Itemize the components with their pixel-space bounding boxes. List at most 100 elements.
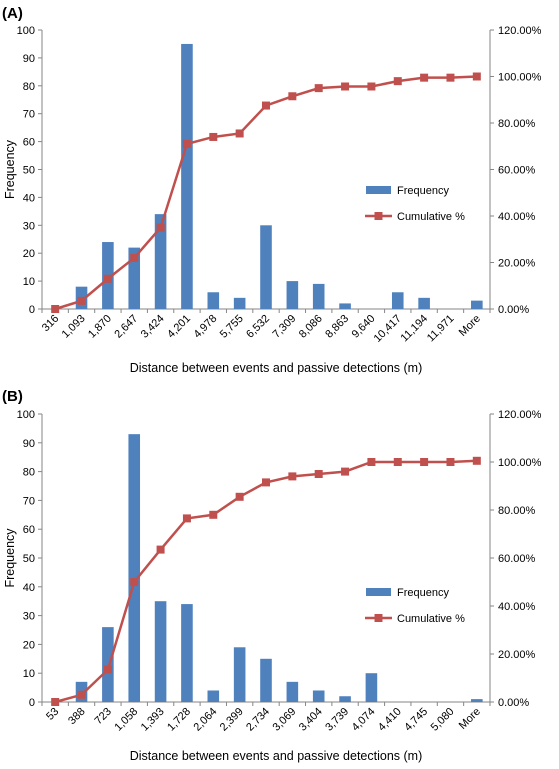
x-tick-label: 5,080 (429, 706, 457, 734)
y2-tick-label: 40.00% (498, 601, 536, 613)
frequency-bar (339, 303, 351, 309)
legend-marker-cumulative (374, 212, 383, 220)
y-tick-label: 20 (23, 248, 35, 260)
cumulative-marker (77, 690, 86, 699)
frequency-bar (260, 225, 272, 309)
x-tick-label: 8,863 (323, 313, 351, 341)
y-tick-label: 80 (23, 467, 35, 479)
frequency-bar (181, 43, 193, 309)
frequency-bar (207, 292, 220, 309)
frequency-bar (260, 658, 272, 702)
cumulative-marker (420, 458, 429, 466)
cumulative-marker (77, 296, 86, 305)
x-tick-label: 4,410 (376, 706, 404, 734)
legend-label-cumulative: Cumulative % (397, 613, 465, 625)
frequency-bar (471, 699, 483, 702)
legend-marker-cumulative (374, 614, 383, 622)
legend-label-cumulative: Cumulative % (397, 211, 465, 223)
cumulative-marker (130, 253, 139, 262)
cumulative-marker (103, 665, 112, 674)
frequency-bar (128, 434, 141, 702)
x-tick-label: 2,064 (191, 706, 219, 734)
legend-label-frequency: Frequency (397, 185, 449, 197)
x-tick-label: 3,404 (297, 706, 325, 734)
frequency-bar (312, 283, 325, 309)
y-tick-label: 30 (23, 611, 35, 623)
x-tick-label: 5,755 (218, 313, 246, 341)
y-tick-label: 100 (17, 25, 35, 37)
x-tick-label: 53 (44, 706, 61, 723)
y-tick-label: 10 (23, 668, 35, 680)
cumulative-marker (393, 458, 402, 466)
y-tick-label: 90 (23, 438, 35, 450)
y2-tick-label: 60.00% (498, 553, 536, 565)
y-tick-label: 50 (23, 553, 35, 565)
y2-tick-label: 0.00% (498, 697, 529, 709)
y2-tick-label: 20.00% (498, 649, 536, 661)
cumulative-marker (446, 73, 455, 82)
cumulative-marker (51, 698, 60, 706)
cumulative-marker (393, 77, 402, 86)
x-tick-label: 2,734 (244, 706, 272, 734)
cumulative-marker (341, 82, 350, 91)
frequency-bar (286, 281, 299, 309)
cumulative-marker (103, 274, 112, 283)
x-tick-label: 4,201 (165, 313, 193, 341)
cumulative-marker (262, 478, 270, 487)
cumulative-marker (288, 472, 297, 481)
y2-tick-label: 0.00% (498, 304, 529, 316)
x-axis-title: Distance between events and passive dete… (130, 749, 423, 763)
frequency-bar (233, 297, 246, 309)
cumulative-marker (262, 101, 270, 110)
x-tick-label: 3,739 (323, 706, 351, 734)
x-tick-label: 8,086 (297, 313, 325, 341)
cumulative-marker (156, 223, 165, 232)
y-tick-label: 40 (23, 582, 35, 594)
cumulative-marker (182, 514, 191, 523)
cumulative-marker (420, 73, 429, 82)
y2-tick-label: 60.00% (498, 165, 536, 177)
frequency-bar (233, 647, 246, 702)
x-tick-label: 2,399 (218, 706, 246, 734)
x-tick-label: 316 (40, 313, 61, 334)
y-tick-label: 40 (23, 192, 35, 204)
legend-swatch-frequency (366, 186, 391, 194)
x-tick-label: 3,424 (139, 313, 167, 341)
cumulative-marker (130, 578, 139, 586)
x-tick-label: 11,194 (399, 313, 431, 345)
frequency-bar (286, 681, 299, 702)
frequency-bar (181, 604, 193, 702)
x-tick-label: 723 (93, 706, 114, 727)
frequency-bar (339, 696, 351, 702)
y2-tick-label: 80.00% (498, 505, 536, 517)
cumulative-marker (51, 305, 60, 313)
x-tick-label: 2,647 (112, 313, 140, 341)
frequency-bar (128, 247, 141, 309)
x-tick-label: 3,069 (271, 706, 299, 734)
cumulative-marker (472, 456, 481, 465)
y-tick-label: 70 (23, 495, 35, 507)
cumulative-marker (472, 72, 481, 81)
y2-tick-label: 120.00% (498, 25, 542, 37)
cumulative-marker (182, 139, 191, 148)
chart-panel-b: (B) 0 10 20 30 40 50 60 70 80 90 100 0.00% 20.00% 40.0… (2, 388, 542, 763)
x-tick-label: More (457, 706, 483, 732)
panel-label: (A) (2, 5, 23, 22)
cumulative-marker (446, 458, 455, 466)
cumulative-marker (367, 458, 376, 466)
x-tick-label: 388 (66, 706, 87, 727)
panel-label: (B) (2, 388, 23, 405)
frequency-bar (102, 627, 114, 702)
y-axis-title: Frequency (3, 528, 17, 588)
frequency-bar (471, 300, 483, 309)
legend-label-frequency: Frequency (397, 587, 449, 599)
y2-tick-label: 40.00% (498, 211, 536, 223)
cumulative-marker (314, 84, 323, 93)
cumulative-marker (156, 545, 165, 554)
cumulative-marker (209, 510, 218, 519)
x-axis-title: Distance between events and passive dete… (130, 361, 423, 375)
y-tick-label: 70 (23, 109, 35, 121)
frequency-bar (154, 214, 167, 309)
y-tick-label: 0 (29, 304, 35, 316)
cumulative-marker (367, 82, 376, 91)
